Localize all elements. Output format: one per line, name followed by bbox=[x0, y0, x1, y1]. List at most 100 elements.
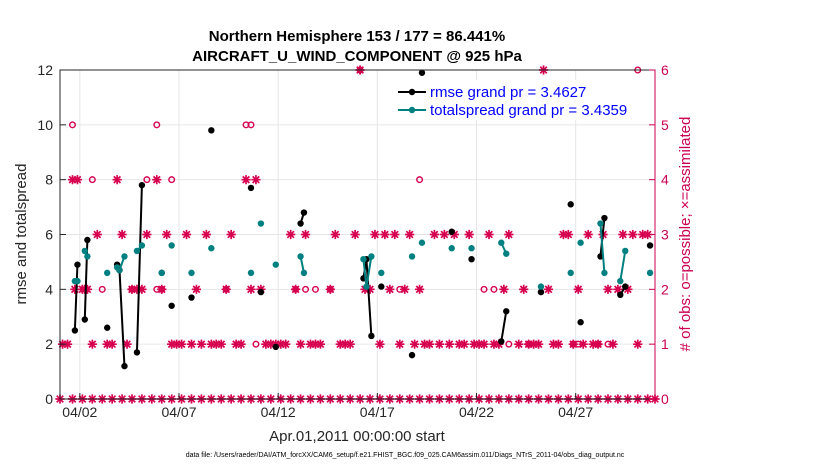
obs-assimilated-marker bbox=[608, 339, 618, 349]
obs-assimilated-marker bbox=[281, 339, 291, 349]
obs-assimilated-marker bbox=[261, 339, 271, 349]
obs-assimilated-marker bbox=[395, 339, 405, 349]
totalspread-point bbox=[121, 253, 128, 260]
obs-assimilated-marker bbox=[107, 339, 117, 349]
obs-assimilated-marker bbox=[62, 339, 73, 349]
totalspread-point bbox=[617, 277, 624, 285]
obs-possible-marker bbox=[153, 121, 161, 129]
totalspread-point bbox=[448, 245, 455, 252]
obs-possible-marker bbox=[326, 285, 334, 293]
obs-assimilated-marker bbox=[310, 339, 321, 349]
obs-possible-marker bbox=[143, 176, 151, 184]
totalspread-point bbox=[360, 255, 367, 263]
totalspread-point bbox=[247, 269, 255, 277]
obs-assimilated-marker bbox=[67, 175, 78, 185]
rmse-point bbox=[468, 255, 475, 263]
obs-possible-marker bbox=[292, 285, 300, 293]
obs-assimilated-marker bbox=[127, 284, 137, 294]
rmse-point bbox=[498, 338, 505, 345]
obs-assimilated-marker bbox=[633, 339, 643, 349]
obs-assimilated-marker bbox=[638, 229, 648, 240]
rmse-point bbox=[448, 228, 455, 235]
obs-assimilated-marker bbox=[548, 339, 559, 349]
obs-assimilated-marker bbox=[167, 339, 177, 349]
rmse-line-segment bbox=[135, 185, 143, 353]
rmse-point bbox=[247, 184, 255, 192]
obs-assimilated-marker bbox=[524, 339, 534, 349]
rmse-point bbox=[84, 236, 91, 244]
obs-assimilated-marker bbox=[276, 339, 286, 349]
obs-assimilated-marker bbox=[305, 339, 316, 349]
obs-assimilated-marker bbox=[241, 175, 251, 185]
obs-assimilated-marker bbox=[231, 339, 241, 349]
obs-assimilated-marker bbox=[236, 339, 246, 349]
totalspread-point bbox=[567, 269, 574, 277]
rmse-point bbox=[81, 316, 88, 323]
obs-assimilated-marker bbox=[191, 284, 202, 294]
obs-assimilated-marker bbox=[325, 284, 335, 294]
obs-assimilated-marker bbox=[226, 229, 236, 240]
totalspread-point bbox=[378, 269, 385, 277]
y-axis-label-right: # of obs: o=possible; ×=assimilated bbox=[677, 117, 694, 352]
rmse-point bbox=[297, 220, 304, 227]
rmse-point bbox=[133, 349, 141, 356]
legend-marker-totalspread bbox=[408, 106, 416, 114]
legend: rmse grand pr = 3.4627 totalspread grand… bbox=[392, 80, 652, 120]
obs-assimilated-marker bbox=[385, 284, 395, 294]
obs-assimilated-marker bbox=[152, 175, 162, 185]
legend-marker-rmse bbox=[408, 88, 416, 96]
totalspread-point bbox=[188, 269, 195, 277]
y-tick-label-left: 8 bbox=[45, 172, 53, 188]
x-tick-label: 04/07 bbox=[161, 404, 196, 420]
obs-possible-marker bbox=[168, 176, 176, 184]
obs-possible-marker bbox=[574, 340, 582, 348]
obs-assimilated-marker bbox=[295, 339, 306, 349]
obs-assimilated-marker bbox=[122, 339, 132, 349]
totalspread-point bbox=[601, 269, 608, 277]
x-tick-label: 04/02 bbox=[62, 404, 97, 420]
obs-assimilated-marker bbox=[583, 229, 593, 240]
totalspread-point bbox=[363, 283, 370, 290]
obs-assimilated-marker bbox=[365, 284, 375, 294]
obs-assimilated-marker bbox=[405, 229, 415, 240]
rmse-point bbox=[208, 127, 215, 134]
y-tick-label-left: 2 bbox=[45, 336, 53, 352]
obs-assimilated-marker bbox=[246, 284, 256, 294]
y-tick-label-left: 4 bbox=[45, 281, 53, 297]
totalspread-point bbox=[498, 239, 505, 246]
totalspread-point bbox=[138, 242, 146, 249]
legend-box bbox=[392, 80, 652, 120]
obs-assimilated-marker bbox=[132, 284, 142, 294]
x-tick-label: 04/12 bbox=[261, 404, 296, 420]
x-tick-label: 04/17 bbox=[360, 404, 395, 420]
obs-assimilated-marker bbox=[211, 339, 221, 349]
obs-assimilated-marker bbox=[251, 175, 261, 185]
chart-title-line2: AIRCRAFT_U_WIND_COMPONENT @ 925 hPa bbox=[192, 48, 522, 65]
obs-possible-marker bbox=[88, 176, 96, 184]
rmse-line-segment bbox=[116, 264, 126, 367]
obs-possible-marker bbox=[525, 340, 533, 348]
obs-assimilated-marker bbox=[558, 229, 568, 240]
obs-assimilated-marker bbox=[449, 229, 459, 240]
obs-assimilated-marker bbox=[380, 229, 390, 240]
totalspread-point bbox=[597, 220, 604, 227]
obs-assimilated-marker bbox=[82, 284, 92, 294]
obs-possible-marker bbox=[490, 285, 498, 293]
obs-assimilated-marker bbox=[613, 284, 623, 294]
obs-assimilated-marker bbox=[390, 229, 400, 240]
obs-assimilated-marker bbox=[300, 229, 311, 240]
obs-possible-marker bbox=[128, 285, 136, 293]
obs-possible-marker bbox=[594, 340, 602, 348]
totalspread-point bbox=[208, 245, 215, 252]
y-tick-label-right: 5 bbox=[661, 117, 669, 133]
obs-assimilated-marker bbox=[345, 339, 355, 349]
totalspread-point bbox=[297, 253, 304, 260]
totalspread-point bbox=[84, 253, 91, 260]
obs-assimilated-marker bbox=[479, 339, 489, 349]
rmse-point bbox=[601, 214, 608, 222]
rmse-point bbox=[368, 332, 375, 340]
rmse-point bbox=[503, 308, 510, 315]
obs-assimilated-marker bbox=[92, 229, 102, 240]
series-lines bbox=[71, 69, 654, 370]
obs-assimilated-marker bbox=[335, 339, 345, 349]
